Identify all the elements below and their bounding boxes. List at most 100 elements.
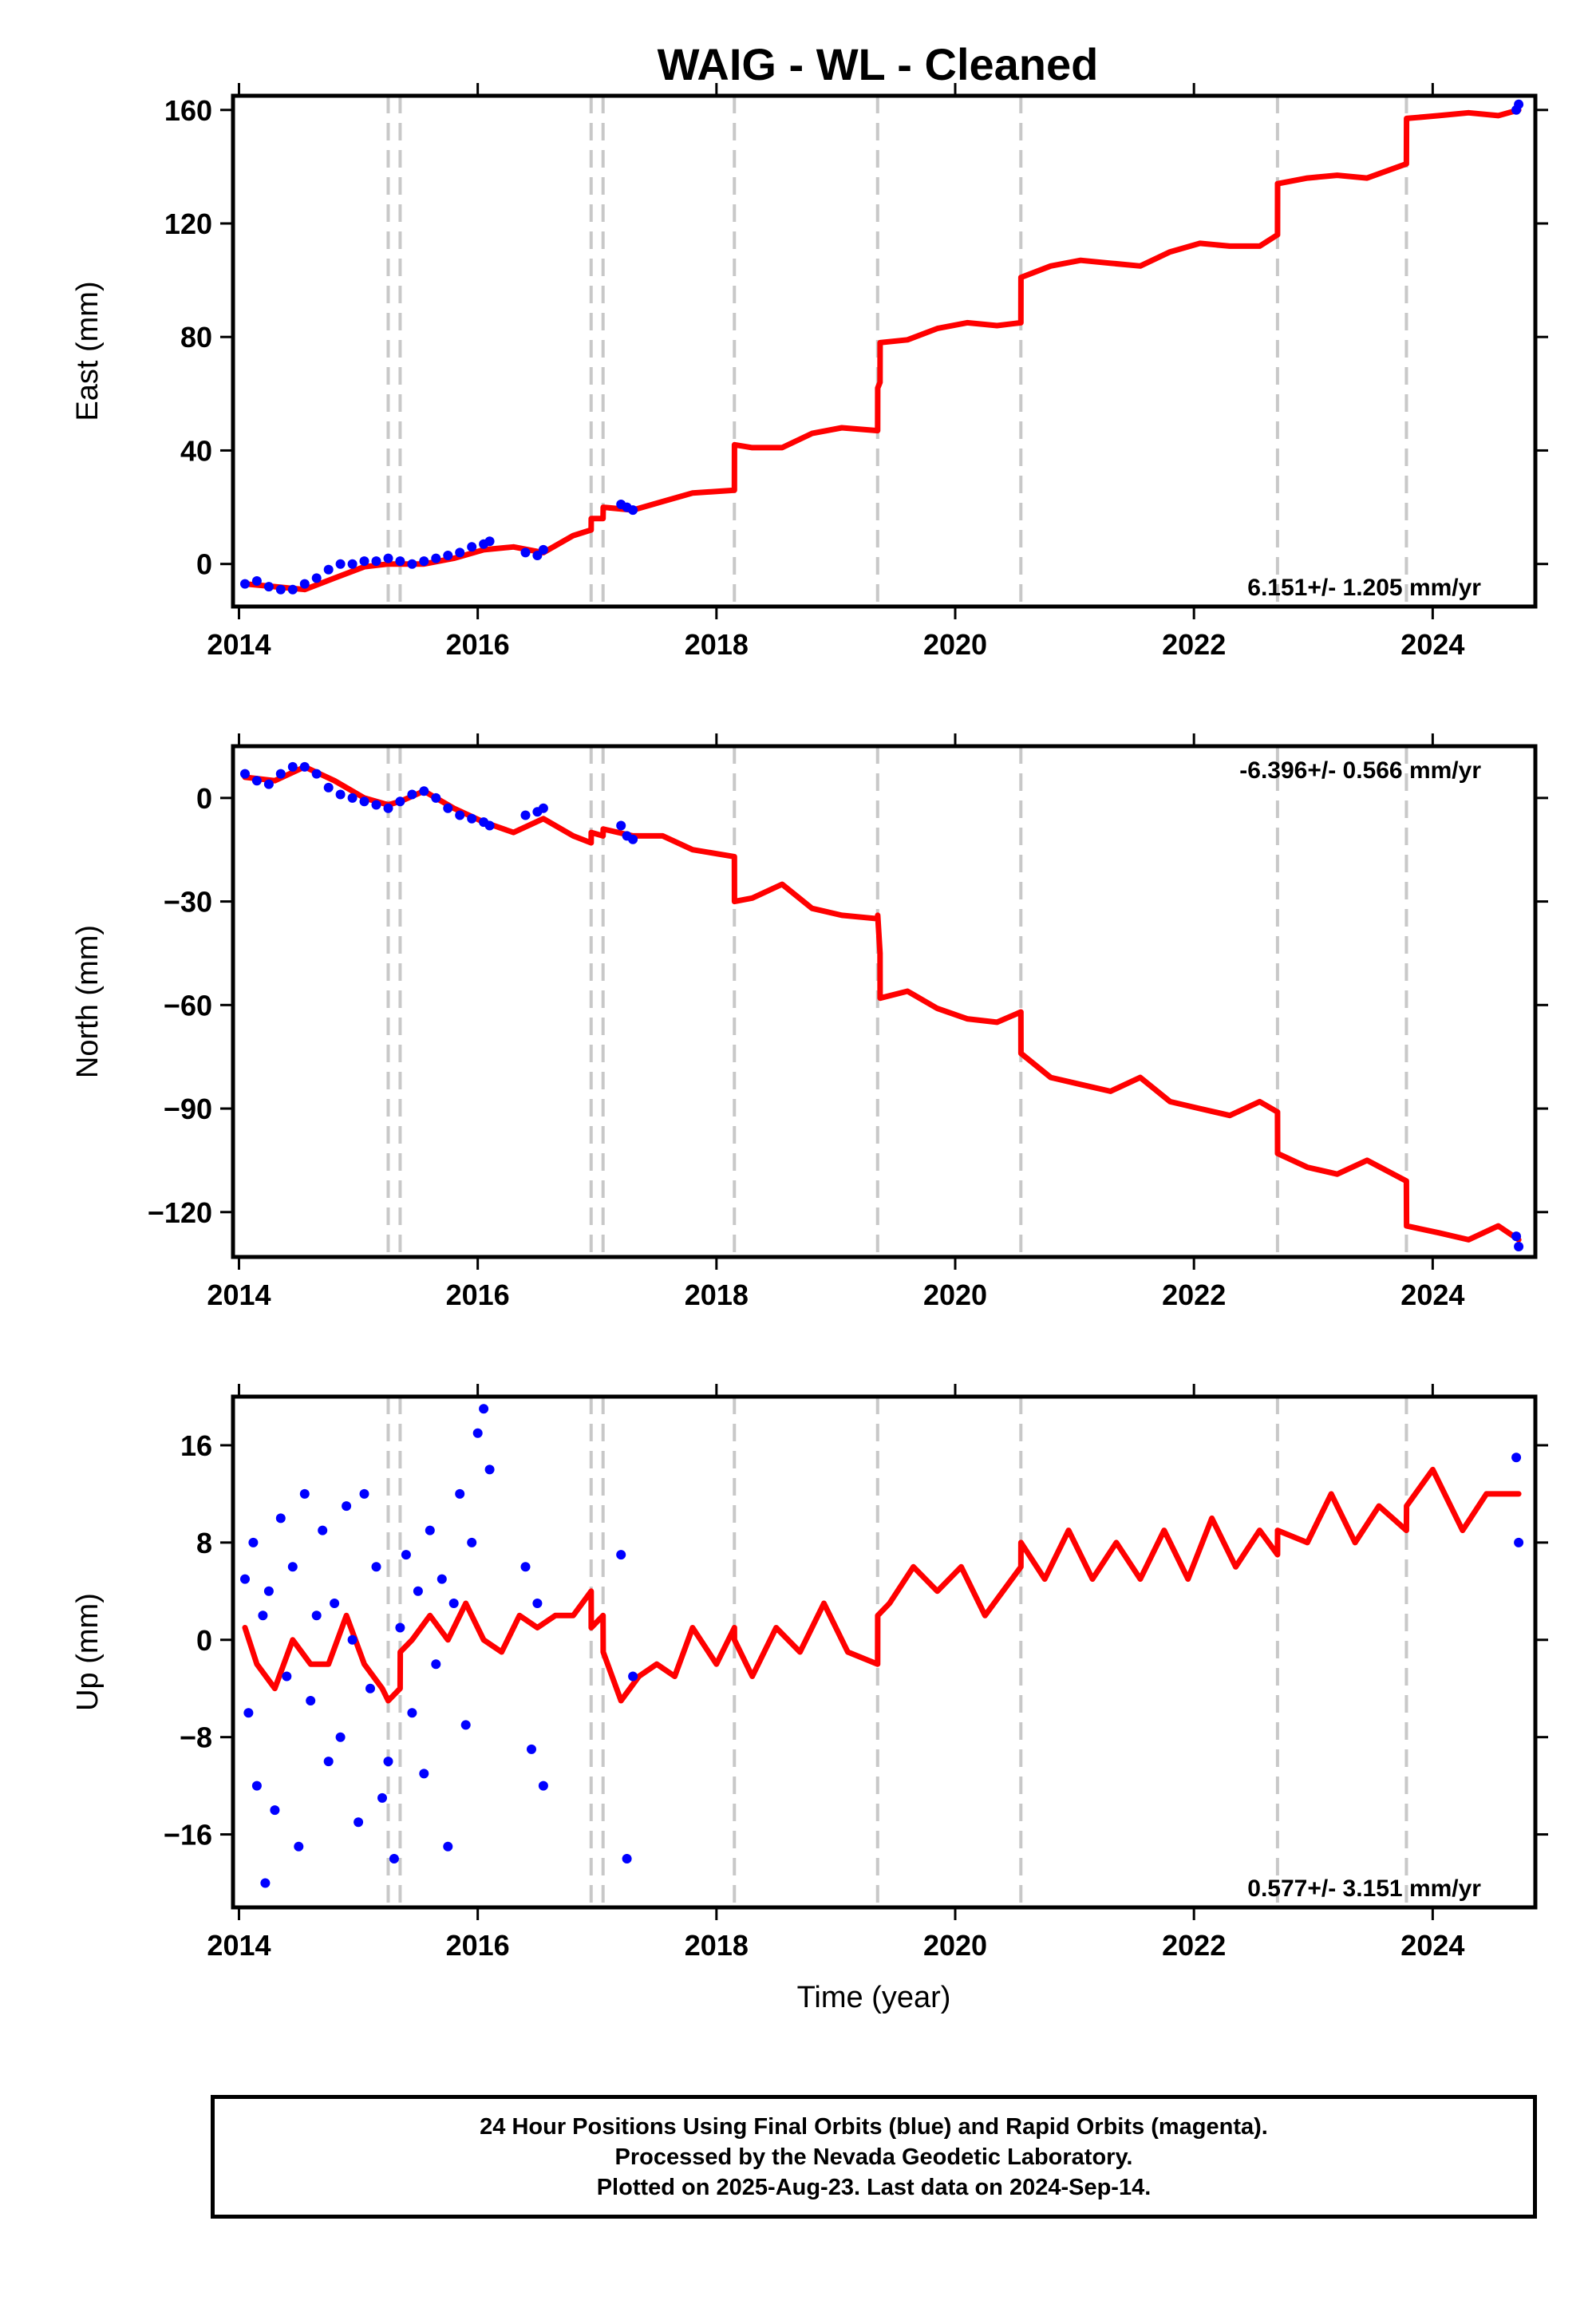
observation-point xyxy=(419,1769,429,1779)
observation-point xyxy=(311,769,322,779)
observation-point xyxy=(354,1817,364,1828)
y-tick-label: −90 xyxy=(164,1093,212,1125)
observation-point xyxy=(455,810,465,820)
y-tick-label: 0 xyxy=(196,1624,212,1657)
observation-point xyxy=(520,810,531,820)
model-layer xyxy=(242,1466,1522,1704)
observation-point xyxy=(260,1878,271,1888)
observation-point xyxy=(1511,1231,1522,1242)
observation-point xyxy=(389,1854,399,1863)
observation-point xyxy=(342,1501,352,1512)
observation-point xyxy=(371,1562,381,1572)
observation-point xyxy=(395,796,405,807)
observation-point xyxy=(263,779,274,789)
observation-point xyxy=(520,1562,531,1572)
observation-point xyxy=(407,789,417,800)
y-tick-label: 0 xyxy=(196,548,212,581)
observation-point xyxy=(467,813,477,824)
observation-point xyxy=(347,792,358,803)
observation-point xyxy=(251,1780,262,1791)
observation-point xyxy=(323,782,334,792)
model-curve xyxy=(242,764,1522,1243)
observation-point xyxy=(311,1611,322,1621)
observation-point xyxy=(467,542,477,552)
observation-point xyxy=(347,559,358,569)
x-tick-label: 2022 xyxy=(1162,1929,1226,1962)
plot-frame xyxy=(231,93,1538,609)
observation-point xyxy=(251,776,262,786)
observation-point xyxy=(335,559,346,569)
observation-point xyxy=(467,1537,477,1547)
velocity-rate: 6.151+/- 1.205 mm/yr xyxy=(1247,575,1481,601)
observation-point xyxy=(383,803,393,813)
observation-point xyxy=(377,1792,387,1803)
x-tick-label: 2020 xyxy=(923,1279,987,1311)
x-tick-label: 2016 xyxy=(446,1929,510,1962)
observation-point xyxy=(443,803,453,813)
x-tick-label: 2016 xyxy=(446,1279,510,1311)
observation-point xyxy=(437,1574,447,1584)
observation-point xyxy=(1514,1537,1524,1547)
observation-point xyxy=(323,564,334,575)
east-panel: 0 40 80 120 160 2014 2016 2018 2020 2022 2024 Eas… xyxy=(71,83,1548,661)
observation-point xyxy=(240,579,250,589)
observation-point xyxy=(323,1757,334,1767)
observation-point xyxy=(532,551,543,560)
observation-point xyxy=(1511,1452,1522,1463)
y-tick-labels: 16 8 0 −8 −16 xyxy=(164,1429,212,1852)
observation-point xyxy=(431,1659,441,1670)
observation-point xyxy=(431,792,441,803)
x-tick-label: 2020 xyxy=(923,1929,987,1962)
observation-point xyxy=(258,1611,268,1621)
model-curve xyxy=(242,1466,1522,1704)
observation-point xyxy=(240,769,250,779)
y-tick-label: 160 xyxy=(164,94,212,127)
observation-point xyxy=(275,584,286,595)
observation-point xyxy=(282,1671,292,1682)
observation-layer xyxy=(240,1404,1524,1888)
x-tick-label: 2022 xyxy=(1162,1279,1226,1311)
observation-point xyxy=(383,553,393,563)
observation-point xyxy=(460,1720,471,1730)
observation-point xyxy=(472,1428,483,1438)
y-tick-label: 16 xyxy=(180,1429,212,1462)
observation-point xyxy=(299,1488,310,1499)
x-tick-label: 2024 xyxy=(1400,1929,1464,1962)
observation-point xyxy=(395,1622,405,1633)
observation-point xyxy=(622,1854,632,1863)
observation-point xyxy=(484,820,495,831)
x-tick-label: 2020 xyxy=(923,628,987,661)
observation-point xyxy=(628,1671,638,1682)
footer-box: 24 Hour Positions Using Final Orbits (bl… xyxy=(211,2095,1537,2219)
x-tick-label: 2024 xyxy=(1400,628,1464,661)
y-tick-label: 40 xyxy=(180,434,212,467)
y-tick-label: −30 xyxy=(164,886,212,919)
tick-marks xyxy=(220,83,1548,619)
observation-point xyxy=(431,553,441,563)
x-tick-label: 2018 xyxy=(685,1279,749,1311)
x-tick-label: 2022 xyxy=(1162,628,1226,661)
velocity-rate: -6.396+/- 0.566 mm/yr xyxy=(1239,757,1481,784)
observation-point xyxy=(527,1744,536,1754)
observation-point xyxy=(275,1513,286,1524)
observation-point xyxy=(330,1599,340,1608)
observation-point xyxy=(335,789,346,800)
observation-point xyxy=(263,582,274,592)
model-layer xyxy=(242,764,1522,1243)
observation-point xyxy=(251,576,262,586)
observation-point xyxy=(413,1586,423,1596)
observation-point xyxy=(479,1404,489,1414)
observation-point xyxy=(306,1696,316,1705)
x-tick-labels: 2014 2016 2018 2020 2022 2024 xyxy=(207,628,1464,661)
observation-point xyxy=(365,1683,375,1694)
y-tick-labels: 0 40 80 120 160 xyxy=(164,94,212,581)
observation-point xyxy=(484,1464,495,1475)
observation-point xyxy=(419,556,429,567)
observation-point xyxy=(401,1550,411,1560)
y-tick-label: 0 xyxy=(196,782,212,815)
observation-point xyxy=(359,556,369,567)
y-tick-label: 120 xyxy=(164,207,212,240)
observation-point xyxy=(532,1599,543,1608)
observation-layer xyxy=(240,99,1524,595)
observation-point xyxy=(359,796,369,807)
